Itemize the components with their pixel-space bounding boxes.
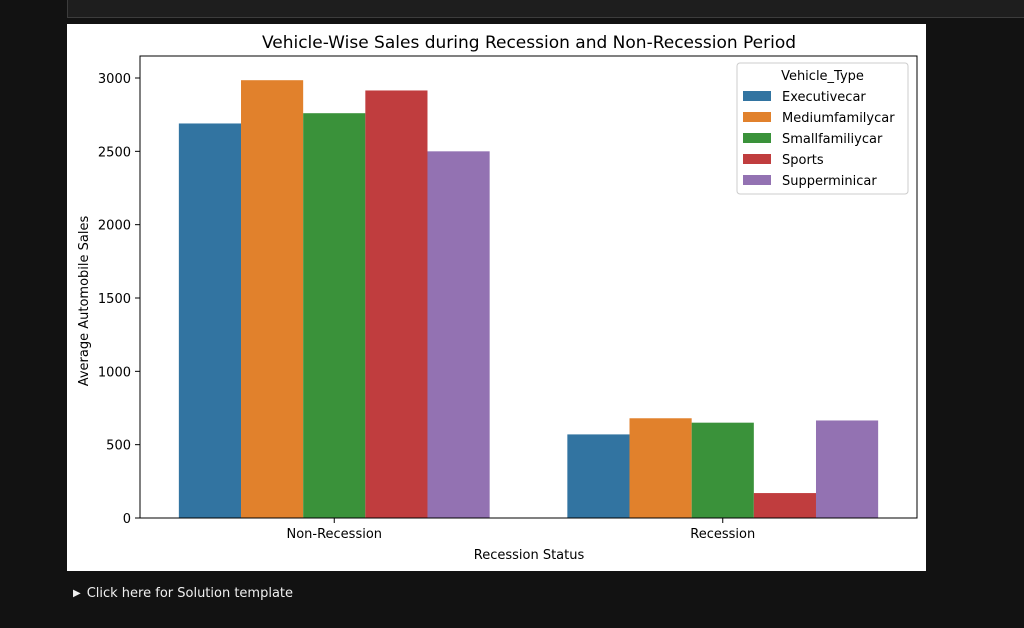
chart-figure: Vehicle-Wise Sales during Recession and … [67, 24, 926, 571]
bar-sports-non-recession [365, 90, 428, 518]
bar-smallfamiliycar-non-recession [303, 113, 366, 518]
chart-title: Vehicle-Wise Sales during Recession and … [262, 33, 796, 53]
y-tick-label: 1500 [98, 292, 131, 307]
bar-smallfamiliycar-recession [691, 422, 754, 518]
bar-chart: Vehicle-Wise Sales during Recession and … [77, 33, 918, 563]
legend-label-smallfamiliycar: Smallfamiliycar [782, 132, 883, 147]
y-tick-label: 2000 [98, 219, 131, 234]
bar-mediumfamilycar-non-recession [241, 80, 304, 518]
bar-supperminicar-recession [815, 420, 879, 518]
legend-label-mediumfamilycar: Mediumfamilycar [782, 111, 895, 126]
solution-template-toggle[interactable]: ▶ Click here for Solution template [73, 586, 293, 601]
legend-swatch-supperminicar [743, 175, 771, 185]
legend-label-executivecar: Executivecar [782, 90, 866, 105]
legend-label-supperminicar: Supperminicar [782, 174, 877, 189]
legend-label-sports: Sports [782, 153, 824, 168]
y-tick-label: 2500 [98, 145, 131, 160]
x-axis-label: Recession Status [474, 548, 585, 563]
y-tick-label: 500 [106, 439, 131, 454]
bar-executivecar-non-recession [178, 123, 242, 518]
y-tick-label: 0 [123, 512, 131, 527]
legend-title: Vehicle_Type [781, 69, 864, 84]
x-tick-label: Recession [690, 527, 755, 542]
legend-swatch-mediumfamilycar [743, 112, 771, 122]
y-tick-label: 3000 [98, 72, 131, 87]
legend-swatch-smallfamiliycar [743, 133, 771, 143]
solution-template-label: Click here for Solution template [86, 586, 294, 601]
legend-swatch-sports [743, 154, 771, 164]
bar-supperminicar-non-recession [427, 151, 490, 518]
legend-box [736, 62, 909, 195]
y-axis-label: Average Automobile Sales [77, 216, 92, 387]
plot-frame [139, 55, 918, 519]
triangle-right-icon: ▶ [73, 588, 81, 599]
notebook-output-bar [67, 0, 1024, 18]
bar-executivecar-recession [567, 434, 630, 518]
y-tick-label: 1000 [98, 365, 131, 380]
bar-sports-recession [753, 493, 816, 518]
x-tick-label: Non-Recession [286, 527, 382, 542]
bar-mediumfamilycar-recession [629, 418, 692, 518]
legend-swatch-executivecar [743, 91, 771, 101]
